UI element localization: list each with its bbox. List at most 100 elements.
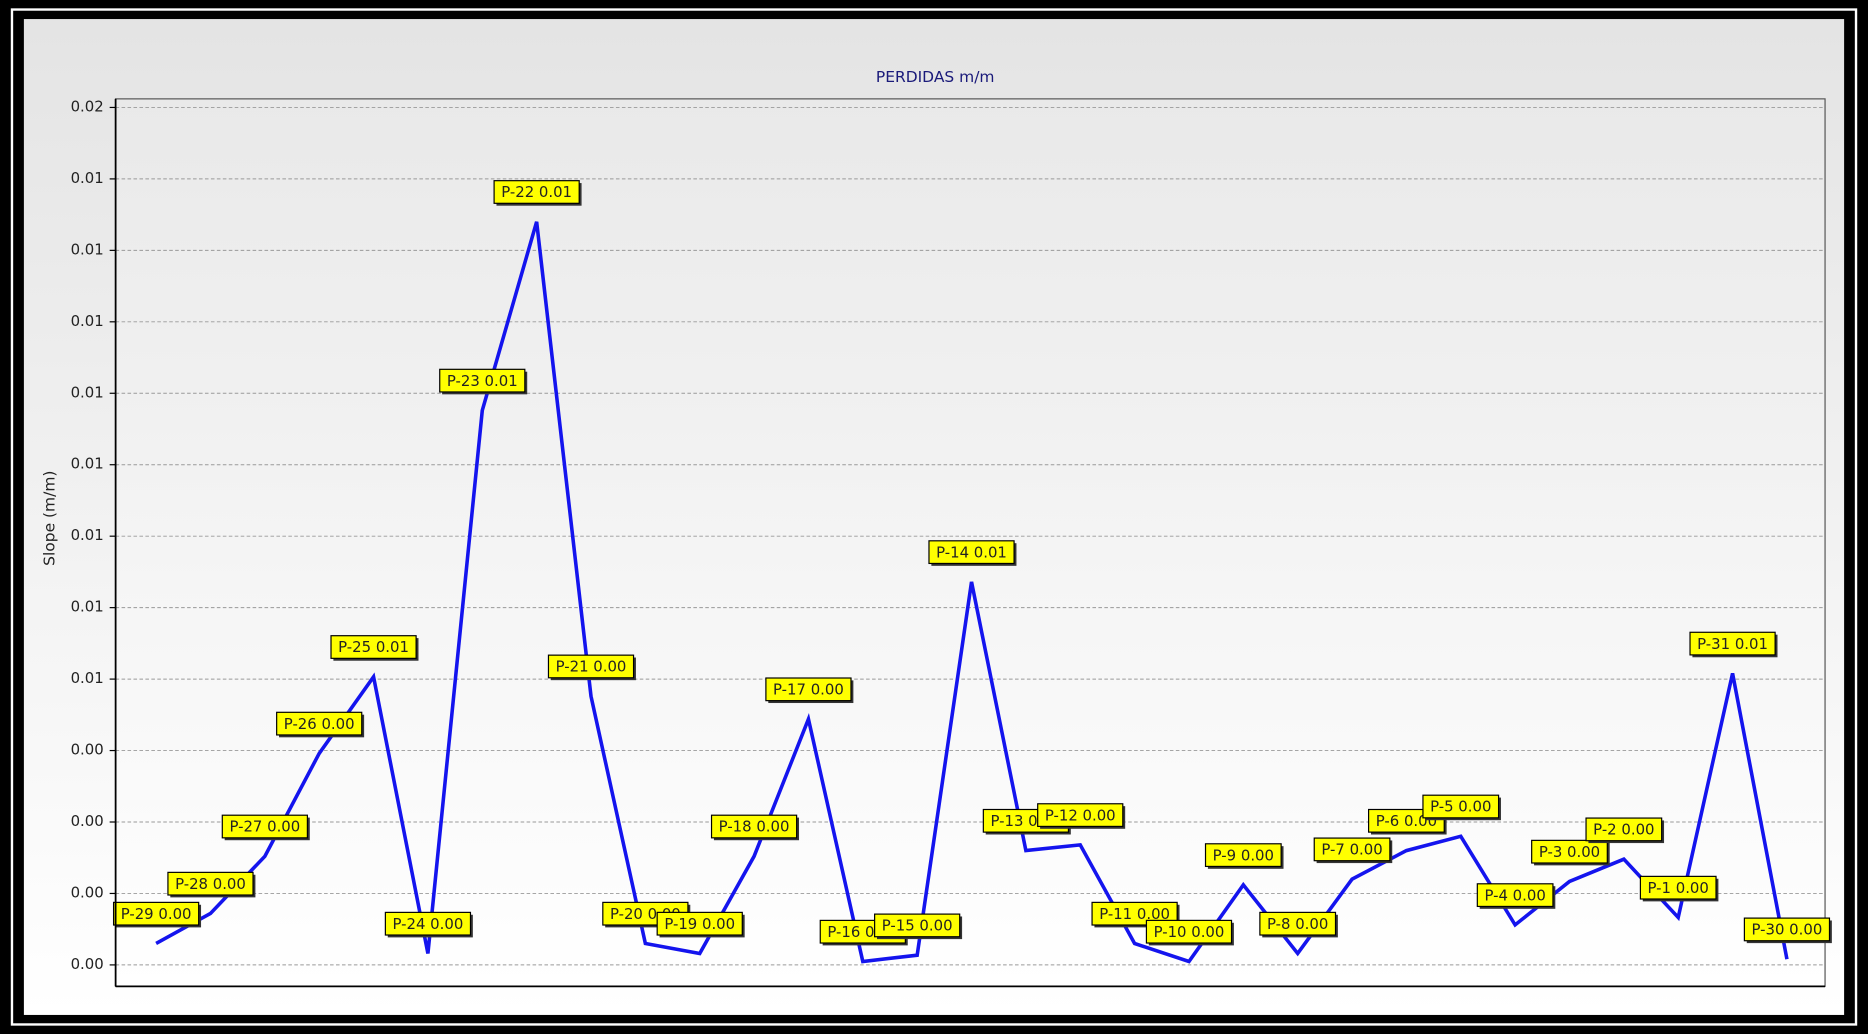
y-tick-label: 0.01 — [71, 240, 104, 258]
label-box — [221, 814, 308, 839]
value-label: P-25 0.01 — [338, 638, 409, 656]
data-label: P-28 0.00 — [167, 871, 256, 898]
value-label: P-18 0.00 — [719, 818, 790, 836]
value-label: P-4 0.00 — [1484, 886, 1545, 904]
data-label: P-15 0.00 — [874, 913, 963, 940]
data-label: P-7 0.00 — [1313, 837, 1393, 864]
value-label: P-22 0.01 — [501, 183, 572, 201]
value-label: P-12 0.00 — [1045, 806, 1116, 824]
value-label: P-21 0.00 — [556, 658, 627, 676]
value-label: P-10 0.00 — [1154, 923, 1225, 941]
data-label: P-10 0.00 — [1145, 919, 1234, 946]
label-box — [276, 711, 363, 736]
y-tick-label: 0.01 — [71, 312, 104, 330]
value-label: P-5 0.00 — [1430, 798, 1491, 816]
value-label: P-27 0.00 — [229, 818, 300, 836]
label-box — [1037, 803, 1124, 827]
y-tick-label: 0.00 — [71, 883, 104, 901]
label-box — [765, 677, 852, 702]
value-label: P-3 0.00 — [1539, 843, 1600, 861]
label-box — [167, 871, 254, 896]
data-label: P-2 0.00 — [1585, 817, 1665, 844]
label-box — [1091, 901, 1178, 926]
label-box — [493, 180, 580, 204]
data-label: P-22 0.01 — [493, 180, 582, 206]
value-label: P-7 0.00 — [1321, 841, 1382, 859]
label-box — [1145, 919, 1233, 944]
data-label: P-5 0.00 — [1422, 794, 1501, 821]
value-label: P-28 0.00 — [175, 875, 246, 893]
y-tick-label: 0.00 — [71, 812, 104, 830]
value-label: P-24 0.00 — [393, 915, 464, 933]
data-label: P-4 0.00 — [1476, 883, 1556, 909]
marks — [155, 221, 1789, 964]
label-box — [1585, 817, 1663, 842]
value-label: P-1 0.00 — [1648, 879, 1709, 897]
value-label: P-19 0.00 — [664, 915, 735, 933]
value-label: P-9 0.00 — [1213, 846, 1274, 864]
label-box — [1422, 794, 1500, 819]
data-label: P-27 0.00 — [221, 814, 310, 841]
data-label: P-19 0.00 — [656, 911, 745, 938]
label-box — [928, 540, 1015, 565]
data-label: P-30 0.00 — [1743, 917, 1832, 944]
label-box — [547, 654, 635, 679]
label-box — [874, 913, 961, 938]
data-label: P-21 0.00 — [547, 654, 636, 681]
label-box — [710, 814, 798, 839]
label-box — [1743, 917, 1831, 942]
value-label: P-14 0.01 — [936, 543, 1007, 561]
chart-title: PERDIDAS m/m — [876, 68, 995, 86]
frame-inner — [10, 8, 1858, 1026]
value-label: P-8 0.00 — [1267, 915, 1328, 933]
data-label: P-9 0.00 — [1204, 843, 1284, 869]
data-label: P-3 0.00 — [1531, 839, 1610, 866]
data-label: P-8 0.00 — [1259, 911, 1338, 938]
data-label: P-23 0.01 — [439, 368, 528, 395]
label-box — [656, 911, 743, 936]
label-box — [439, 368, 526, 393]
y-tick-label: 0.01 — [71, 526, 104, 544]
label-box — [1639, 875, 1717, 900]
value-label: P-11 0.00 — [1099, 905, 1170, 923]
data-line — [155, 221, 1789, 964]
data-label: P-29 0.00 — [112, 901, 202, 928]
data-label: P-17 0.00 — [765, 677, 854, 704]
y-tick-label: 0.01 — [71, 169, 104, 187]
label-box — [1259, 911, 1337, 936]
y-tick-label: 0.02 — [71, 97, 104, 115]
value-label: P-31 0.01 — [1697, 635, 1768, 653]
data-label: P-24 0.00 — [384, 911, 473, 938]
label-box — [1204, 843, 1282, 868]
value-label: P-26 0.00 — [284, 715, 355, 733]
data-label: P-25 0.01 — [330, 635, 419, 661]
y-tick-label: 0.00 — [71, 741, 104, 759]
y-tick-label: 0.01 — [71, 669, 104, 687]
data-label: P-18 0.00 — [710, 814, 800, 841]
value-label: P-30 0.00 — [1752, 921, 1823, 939]
y-axis-label: Slope (m/m) — [41, 471, 59, 566]
data-label: P-26 0.00 — [276, 711, 365, 738]
label-box — [384, 911, 472, 936]
y-tick-label: 0.01 — [71, 455, 104, 473]
labels: P-29 0.00 P-28 0.00 P-27 0.00 P-26 0.00 P-25… — [112, 180, 1832, 946]
label-box — [1313, 837, 1391, 862]
label-box — [1689, 631, 1776, 656]
data-label: P-31 0.01 — [1689, 631, 1778, 658]
label-box — [330, 635, 417, 659]
value-label: P-17 0.00 — [773, 681, 844, 699]
y-tick-label: 0.01 — [71, 598, 104, 616]
label-box — [112, 901, 200, 926]
value-label: P-6 0.00 — [1376, 812, 1437, 830]
y-tick-label: 0.00 — [71, 955, 104, 973]
data-label: P-11 0.00 — [1091, 901, 1180, 928]
value-label: P-2 0.00 — [1593, 821, 1654, 839]
data-label: P-12 0.00 — [1037, 803, 1126, 829]
label-box — [1531, 839, 1608, 864]
data-label: P-14 0.01 — [928, 540, 1017, 566]
label-box — [1476, 883, 1554, 908]
data-label: P-1 0.00 — [1639, 875, 1719, 902]
value-label: P-29 0.00 — [121, 905, 192, 923]
